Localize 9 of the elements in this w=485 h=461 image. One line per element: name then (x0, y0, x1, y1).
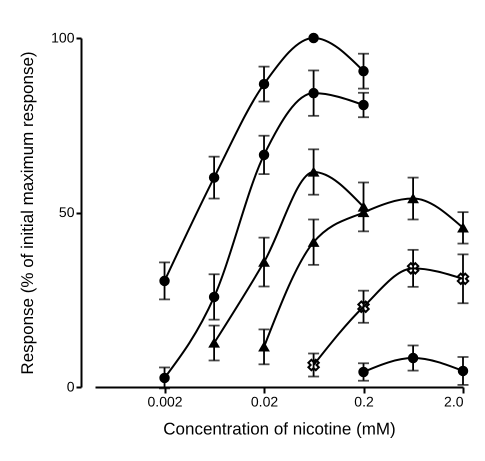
y-axis-title: Response (% of initial maximum response) (18, 51, 38, 375)
x-tick-label: 0.02 (250, 394, 278, 410)
x-tick-label: 0.002 (148, 394, 183, 410)
y-tick-label: 50 (58, 204, 75, 220)
x-axis-title: Concentration of nicotine (mM) (163, 420, 396, 438)
x-tick-label: 2.0 (444, 394, 464, 410)
y-tick-label: 0 (66, 378, 75, 394)
x-tick-label: 0.2 (354, 394, 374, 410)
y-tick-label: 100 (51, 30, 75, 46)
